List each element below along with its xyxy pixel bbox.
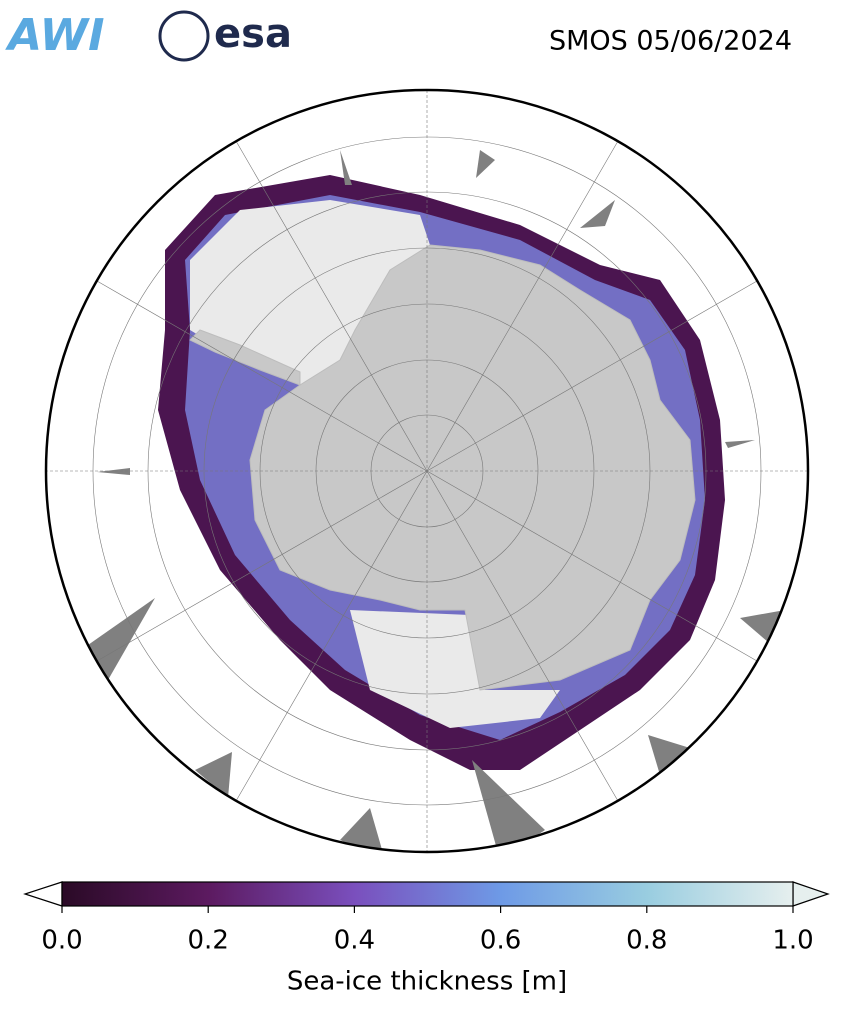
graticule	[46, 90, 808, 852]
colorbar-tick-label: 0.0	[41, 926, 82, 956]
colorbar	[23, 881, 830, 907]
colorbar-tick-label: 0.2	[188, 926, 229, 956]
colorbar-tick-label: 0.8	[626, 926, 667, 956]
colorbar-tick-label: 0.6	[480, 926, 521, 956]
colorbar-under	[23, 881, 63, 907]
colorbar-label: Sea-ice thickness [m]	[287, 967, 567, 997]
weddell-ice	[190, 200, 430, 385]
esa-emblem	[158, 10, 210, 62]
map-title: SMOS 05/06/2024	[549, 26, 792, 57]
esa-logo: esa	[214, 11, 292, 57]
colorbar-tick-label: 0.4	[334, 926, 375, 956]
ross-ice	[350, 610, 560, 728]
colorbar-tick-label: 1.0	[772, 926, 813, 956]
map-border	[44, 88, 810, 854]
awi-logo: AWI	[5, 10, 105, 61]
land-masses	[88, 150, 785, 852]
colorbar-gradient	[61, 881, 794, 907]
colorbar-over	[792, 881, 830, 907]
antarctica	[189, 244, 696, 691]
map-area	[46, 90, 808, 852]
